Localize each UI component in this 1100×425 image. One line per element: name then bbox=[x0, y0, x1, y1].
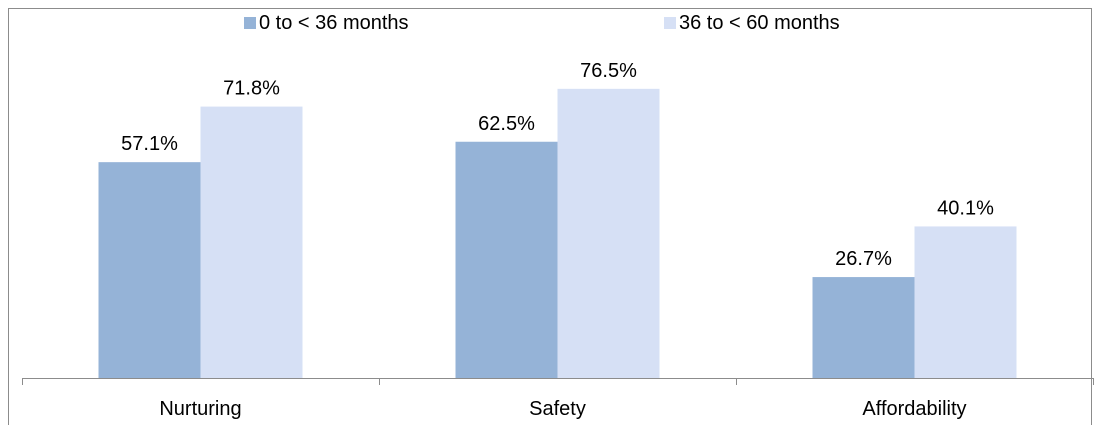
data-labels-group: 57.1% 71.8% 62.5% 76.5% 26.7% 40.1% bbox=[121, 60, 994, 270]
legend: 0 to < 36 months 36 to < 60 months bbox=[244, 12, 840, 34]
legend-label-36-to-60-months: 36 to < 60 months bbox=[679, 12, 840, 34]
data-label-nurturing-36-to-60-months: 71.8% bbox=[223, 78, 280, 100]
bar-safety-36-to-60-months bbox=[557, 88, 660, 378]
legend-swatch-0-to-36-months bbox=[244, 17, 256, 29]
legend-label-0-to-36-months: 0 to < 36 months bbox=[259, 12, 409, 34]
category-label-safety: Safety bbox=[529, 398, 586, 420]
data-label-affordability-36-to-60-months: 40.1% bbox=[937, 197, 994, 219]
data-label-safety-36-to-60-months: 76.5% bbox=[580, 60, 637, 82]
bar-nurturing-36-to-60-months bbox=[200, 106, 303, 378]
category-label-nurturing: Nurturing bbox=[159, 398, 241, 420]
bar-affordability-36-to-60-months bbox=[914, 226, 1017, 378]
data-label-safety-0-to-36-months: 62.5% bbox=[478, 113, 535, 135]
bar-nurturing-0-to-36-months bbox=[98, 162, 201, 378]
bars-group bbox=[98, 88, 1017, 378]
data-label-nurturing-0-to-36-months: 57.1% bbox=[121, 133, 178, 155]
bar-safety-0-to-36-months bbox=[455, 141, 558, 378]
x-axis-ticks bbox=[22, 378, 1094, 385]
data-label-affordability-0-to-36-months: 26.7% bbox=[835, 248, 892, 270]
x-axis-category-labels: Nurturing Safety Affordability bbox=[159, 398, 966, 420]
category-label-affordability: Affordability bbox=[862, 398, 966, 420]
legend-swatch-36-to-60-months bbox=[664, 17, 676, 29]
bar-affordability-0-to-36-months bbox=[812, 277, 915, 378]
